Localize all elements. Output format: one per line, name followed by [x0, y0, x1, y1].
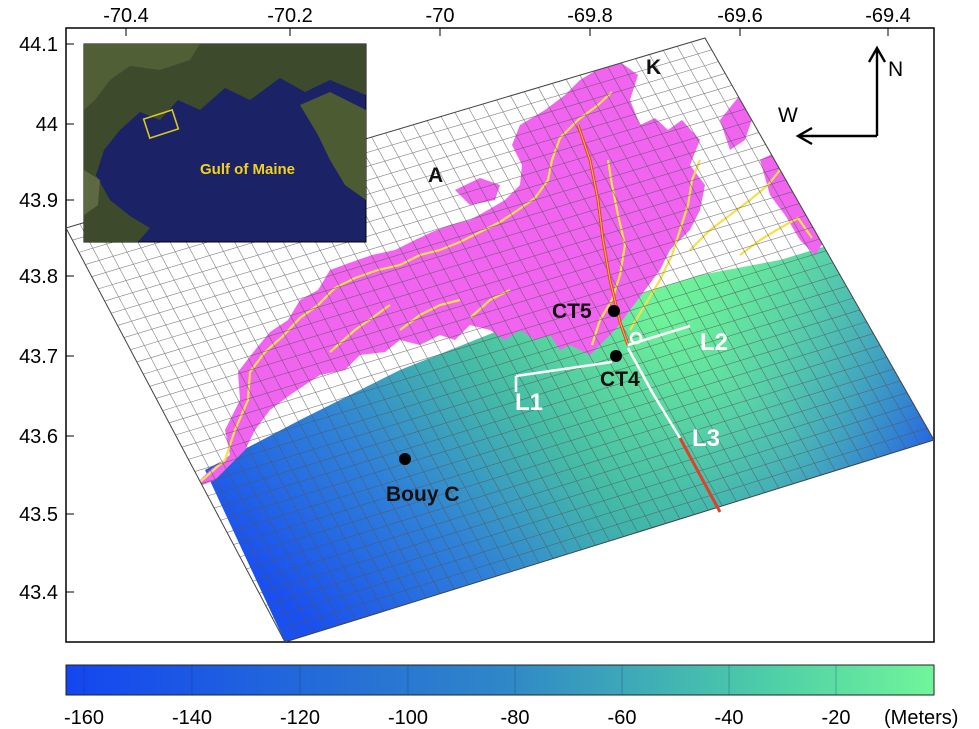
colorbar-tick-label: -40 [715, 707, 744, 729]
colorbar-tick-label: -120 [280, 707, 320, 729]
bathymetry-area [205, 245, 934, 642]
label-l2: L2 [700, 329, 728, 356]
station-ct4-dot [610, 350, 622, 362]
compass-west-label: W [778, 104, 798, 127]
lat-tick-label: 44 [36, 114, 58, 136]
colorbar-tick-label: -160 [64, 707, 104, 729]
compass-north-label: N [888, 58, 903, 81]
inset-label: Gulf of Maine [200, 161, 295, 178]
lat-tick-label: 43.4 [19, 582, 58, 604]
lat-tick-label: 43.7 [19, 346, 58, 368]
buoy-c-dot [399, 453, 411, 465]
colorbar-tick-label: -60 [608, 707, 637, 729]
colorbar-tick-label: -100 [388, 707, 428, 729]
coastline-contours [199, 91, 813, 483]
lon-tick-label: -69.4 [865, 5, 911, 27]
lon-tick-label: -69.6 [717, 5, 763, 27]
lon-tick-label: -69.8 [567, 5, 613, 27]
label-ct4: CT4 [600, 368, 640, 391]
transect-l3-line [626, 347, 682, 439]
lat-tick-label: 43.5 [19, 504, 58, 526]
lat-tick-label: 44.1 [19, 34, 58, 56]
inset-study-area-box [142, 108, 180, 140]
transect-l1-line [514, 360, 613, 392]
transect-l3-red [678, 437, 722, 513]
colorbar: -160 -140 -120 -100 -80 -60 -40 -20 (Meters) [64, 664, 958, 729]
colorbar-unit: (Meters) [884, 707, 958, 729]
lat-tick-label: 43.9 [19, 190, 58, 212]
lon-tick-label: -70.2 [267, 5, 313, 27]
station-ct5-dot [608, 305, 620, 317]
colorbar-tick-label: -140 [172, 707, 212, 729]
lon-tick-label: -70 [426, 5, 455, 27]
label-buoy-c: Bouy C [386, 483, 460, 506]
compass [795, 45, 887, 146]
colorbar-ramp [65, 664, 935, 696]
label-a: A [428, 164, 443, 187]
grid-boundary [66, 37, 934, 642]
lat-tick-label: 43.6 [19, 426, 58, 448]
label-ct5: CT5 [552, 300, 592, 323]
lon-tick-label: -70.4 [103, 5, 149, 27]
lon-axis: -70.4 -70.2 -70 -69.8 -69.6 -69.4 [103, 5, 911, 36]
colorbar-tick-label: -20 [822, 707, 851, 729]
lat-axis: 44.1 44 43.9 43.8 43.7 43.6 43.5 43.4 [19, 34, 74, 604]
inset-map: Gulf of Maine [83, 43, 367, 243]
label-l3: L3 [692, 425, 720, 452]
transects [514, 324, 691, 439]
lat-tick-label: 43.8 [19, 266, 58, 288]
label-k: K [646, 56, 661, 79]
label-l1: L1 [515, 389, 543, 416]
colorbar-tick-label: -80 [501, 707, 530, 729]
